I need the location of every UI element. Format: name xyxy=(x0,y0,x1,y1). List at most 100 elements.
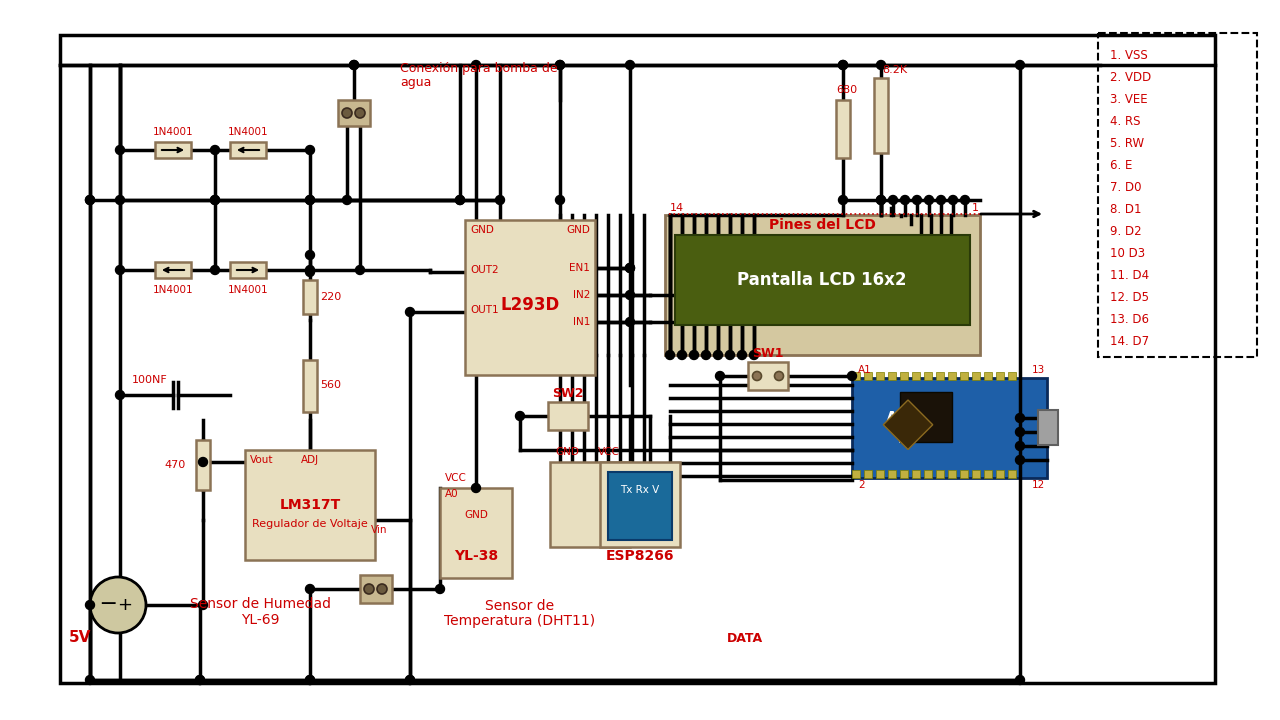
Circle shape xyxy=(406,675,415,685)
Bar xyxy=(836,100,850,158)
Circle shape xyxy=(196,675,205,685)
Circle shape xyxy=(306,196,315,204)
Circle shape xyxy=(924,196,933,204)
Text: Tx Rx V: Tx Rx V xyxy=(621,485,659,495)
Circle shape xyxy=(456,196,465,204)
Text: 4. RS: 4. RS xyxy=(1110,114,1140,127)
Circle shape xyxy=(306,675,315,685)
Circle shape xyxy=(306,145,315,155)
Text: 2. VDD: 2. VDD xyxy=(1110,71,1151,84)
Bar xyxy=(911,372,920,380)
Text: YL-38: YL-38 xyxy=(454,549,498,563)
Bar xyxy=(900,392,952,442)
Text: Sensor de Humedad: Sensor de Humedad xyxy=(189,597,330,611)
Circle shape xyxy=(355,108,365,118)
Bar xyxy=(1007,470,1016,478)
Circle shape xyxy=(90,577,146,633)
Bar xyxy=(864,470,872,478)
Bar xyxy=(230,142,266,158)
Circle shape xyxy=(713,351,722,359)
Circle shape xyxy=(196,675,205,685)
Circle shape xyxy=(626,290,635,300)
Bar xyxy=(972,372,980,380)
Text: 12. D5: 12. D5 xyxy=(1110,290,1149,304)
Bar xyxy=(960,372,968,380)
Circle shape xyxy=(877,196,886,204)
Text: 1N4001: 1N4001 xyxy=(228,285,269,295)
Circle shape xyxy=(306,585,315,593)
Circle shape xyxy=(115,390,124,400)
Circle shape xyxy=(901,196,910,204)
Circle shape xyxy=(937,196,946,204)
Circle shape xyxy=(877,60,886,70)
Text: 10 D3: 10 D3 xyxy=(1110,246,1146,259)
Text: 14. D7: 14. D7 xyxy=(1110,335,1149,348)
Bar xyxy=(876,470,884,478)
Circle shape xyxy=(666,351,675,359)
Circle shape xyxy=(406,307,415,317)
Circle shape xyxy=(1015,456,1024,464)
Text: A1: A1 xyxy=(858,365,872,375)
Circle shape xyxy=(471,60,480,70)
Circle shape xyxy=(349,60,358,70)
Text: VCC: VCC xyxy=(598,447,620,457)
Text: 100NF: 100NF xyxy=(132,375,168,385)
Bar xyxy=(888,470,896,478)
Text: 6. E: 6. E xyxy=(1110,158,1133,171)
Text: 1N4001: 1N4001 xyxy=(152,285,193,295)
Circle shape xyxy=(626,264,635,272)
Text: 470: 470 xyxy=(165,460,186,470)
Text: 12: 12 xyxy=(1032,480,1046,490)
Text: Pines del LCD: Pines del LCD xyxy=(768,218,876,232)
Text: 680: 680 xyxy=(836,85,858,95)
Circle shape xyxy=(960,196,969,204)
Text: SW2: SW2 xyxy=(552,387,584,400)
Circle shape xyxy=(626,60,635,70)
Circle shape xyxy=(774,372,783,380)
Circle shape xyxy=(343,196,352,204)
Circle shape xyxy=(737,351,746,359)
Bar xyxy=(960,470,968,478)
Bar xyxy=(984,470,992,478)
Bar xyxy=(911,470,920,478)
Circle shape xyxy=(306,196,315,204)
Text: Pantalla LCD 16x2: Pantalla LCD 16x2 xyxy=(737,271,906,289)
Circle shape xyxy=(556,196,564,204)
Text: EN1: EN1 xyxy=(570,263,590,273)
Text: +: + xyxy=(118,596,133,614)
Text: SW1: SW1 xyxy=(753,346,783,359)
Text: GND: GND xyxy=(470,225,494,235)
Text: 2: 2 xyxy=(858,480,864,490)
Circle shape xyxy=(86,675,95,685)
Text: ADJ: ADJ xyxy=(301,455,319,465)
Circle shape xyxy=(838,60,847,70)
Circle shape xyxy=(86,196,95,204)
Circle shape xyxy=(1015,413,1024,423)
Text: Conexión para bomba de: Conexión para bomba de xyxy=(399,61,558,74)
Text: 11. D4: 11. D4 xyxy=(1110,269,1149,282)
Bar xyxy=(465,220,595,375)
Text: LM317T: LM317T xyxy=(279,498,340,512)
Bar xyxy=(440,488,512,578)
Circle shape xyxy=(306,268,315,276)
Circle shape xyxy=(838,60,847,70)
Text: 3. VEE: 3. VEE xyxy=(1110,92,1148,106)
Circle shape xyxy=(306,266,315,274)
Bar xyxy=(303,360,317,412)
Bar xyxy=(984,372,992,380)
Circle shape xyxy=(342,108,352,118)
Text: DATA: DATA xyxy=(727,631,763,644)
Circle shape xyxy=(210,266,219,274)
Circle shape xyxy=(86,600,95,610)
Bar xyxy=(900,372,908,380)
Circle shape xyxy=(115,266,124,274)
Bar xyxy=(936,470,943,478)
Text: L293D: L293D xyxy=(500,296,559,314)
Text: 8.2K: 8.2K xyxy=(882,65,908,75)
Circle shape xyxy=(888,196,897,204)
Text: 560: 560 xyxy=(320,380,340,390)
Text: agua: agua xyxy=(399,76,431,89)
Circle shape xyxy=(556,60,564,70)
Bar xyxy=(1038,410,1059,445)
Text: 9. D2: 9. D2 xyxy=(1110,225,1142,238)
